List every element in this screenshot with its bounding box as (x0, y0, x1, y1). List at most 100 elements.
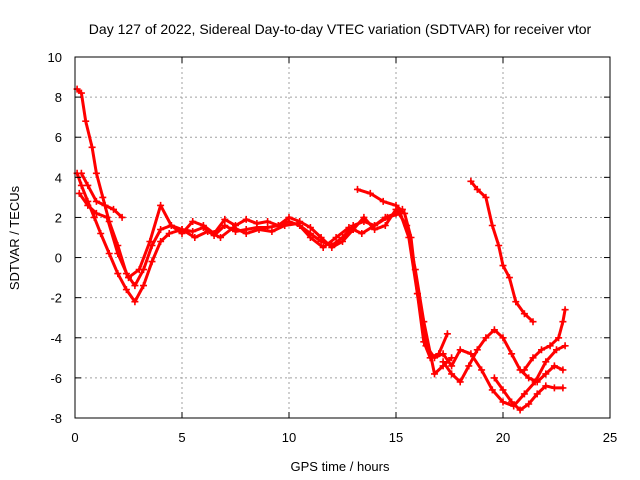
data-point-marker (125, 274, 132, 282)
y-tick-label: -6 (50, 371, 62, 386)
x-tick-labels: 0 5 10 15 20 25 (71, 430, 617, 445)
data-point-marker (317, 234, 325, 241)
data-point-marker (516, 406, 524, 414)
series-track-2 (73, 169, 451, 362)
data-point-marker (345, 224, 353, 231)
data-point-marker (332, 234, 340, 241)
data-point-marker (281, 222, 289, 229)
data-point-marker (97, 230, 105, 237)
data-point-marker (505, 274, 513, 282)
data-point-marker (473, 346, 481, 354)
data-point-marker (473, 185, 481, 193)
axis-ticks (74, 56, 611, 419)
series-line (356, 187, 567, 408)
series-track-7 (467, 177, 537, 326)
data-point-marker (533, 378, 541, 386)
data-point-marker (525, 400, 533, 408)
data-point-marker (456, 346, 464, 354)
data-point-marker (555, 334, 563, 342)
data-point-marker (178, 230, 186, 237)
x-tick-label: 20 (496, 430, 510, 445)
data-point-marker (559, 366, 567, 374)
data-point-marker (157, 238, 165, 245)
chart-title: Day 127 of 2022, Sidereal Day-to-day VTE… (89, 21, 592, 37)
y-tick-label: -4 (50, 331, 62, 346)
data-point-marker (88, 143, 96, 151)
data-point-marker (525, 374, 533, 382)
data-point-marker (456, 378, 464, 386)
data-point-marker (448, 362, 456, 370)
data-point-marker (465, 362, 473, 370)
y-tick-label: 10 (48, 50, 62, 65)
data-point-marker (306, 234, 314, 241)
data-point-marker (538, 346, 545, 354)
data-point-marker (533, 390, 541, 398)
data-point-marker (103, 213, 111, 221)
data-point-marker (165, 230, 173, 237)
data-point-marker (499, 398, 507, 406)
series-track-5 (354, 185, 569, 410)
data-point-marker (439, 358, 447, 366)
data-point-marker (553, 346, 560, 354)
data-point-marker (499, 262, 507, 270)
data-point-marker (131, 282, 139, 290)
data-point-marker (542, 370, 550, 378)
data-point-marker (242, 215, 250, 223)
data-point-marker (495, 242, 503, 249)
x-tick-label: 15 (389, 430, 403, 445)
data-series-layer (73, 85, 569, 414)
series-track-4 (77, 169, 126, 221)
x-tick-label: 25 (603, 430, 617, 445)
data-point-marker (392, 201, 400, 209)
data-point-marker (148, 258, 156, 266)
data-point-marker (118, 213, 126, 221)
data-point-marker (84, 181, 92, 189)
data-point-marker (82, 117, 90, 125)
data-point-marker (431, 370, 438, 378)
data-point-marker (199, 222, 207, 229)
data-point-marker (319, 244, 327, 251)
data-point-marker (366, 189, 374, 197)
data-point-marker (448, 354, 456, 362)
data-point-marker (439, 350, 447, 358)
data-point-marker (328, 244, 336, 251)
y-tick-label: 2 (55, 210, 62, 225)
data-point-marker (550, 362, 558, 370)
data-point-marker (221, 215, 229, 223)
data-point-marker (542, 382, 550, 390)
data-point-marker (232, 222, 239, 229)
y-axis-label: SDTVAR / TECUs (7, 185, 22, 290)
data-point-marker (358, 230, 366, 237)
y-tick-label: 0 (55, 251, 62, 266)
series-track-1 (73, 85, 406, 290)
data-point-marker (381, 222, 389, 229)
data-point-marker (221, 222, 229, 229)
data-point-marker (157, 226, 165, 233)
data-point-marker (135, 266, 143, 274)
data-point-marker (105, 250, 113, 257)
data-point-marker (92, 197, 100, 205)
data-point-marker (379, 197, 387, 205)
data-point-marker (264, 218, 272, 225)
data-point-marker (478, 366, 486, 374)
data-point-marker (268, 228, 276, 235)
data-point-marker (520, 390, 528, 398)
data-point-marker (296, 218, 304, 225)
y-tick-label: 6 (55, 130, 62, 145)
data-point-marker (140, 282, 147, 290)
data-point-marker (546, 342, 554, 350)
data-point-marker (99, 193, 107, 201)
data-point-marker (191, 234, 199, 241)
data-point-marker (422, 342, 430, 350)
data-point-marker (407, 234, 415, 241)
y-tick-label: -8 (50, 411, 62, 426)
series-line (75, 87, 404, 288)
data-point-marker (242, 230, 250, 237)
data-point-marker (360, 213, 368, 221)
data-point-marker (210, 230, 218, 237)
data-point-marker (131, 298, 139, 306)
series-track-3 (75, 189, 456, 378)
data-point-marker (529, 354, 537, 362)
data-point-marker (490, 374, 498, 382)
